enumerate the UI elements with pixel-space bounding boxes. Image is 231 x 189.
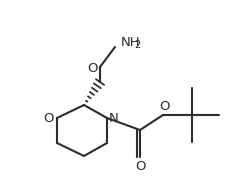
Text: 2: 2 [134,40,140,50]
Text: O: O [135,160,145,173]
Text: O: O [159,101,169,114]
Text: O: O [87,63,97,75]
Text: O: O [44,112,54,125]
Text: N: N [109,112,119,125]
Text: NH: NH [121,36,141,49]
